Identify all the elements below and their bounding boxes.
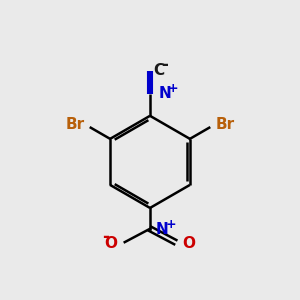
Text: Br: Br bbox=[216, 117, 235, 132]
Text: O: O bbox=[182, 236, 195, 251]
Text: -: - bbox=[102, 228, 109, 246]
Text: +: + bbox=[167, 82, 178, 95]
Text: O: O bbox=[104, 236, 117, 251]
Text: -: - bbox=[161, 56, 168, 74]
Text: Br: Br bbox=[65, 117, 84, 132]
Text: N: N bbox=[158, 86, 171, 101]
Text: C: C bbox=[154, 62, 165, 77]
Text: +: + bbox=[166, 218, 176, 231]
Text: N: N bbox=[156, 222, 169, 237]
